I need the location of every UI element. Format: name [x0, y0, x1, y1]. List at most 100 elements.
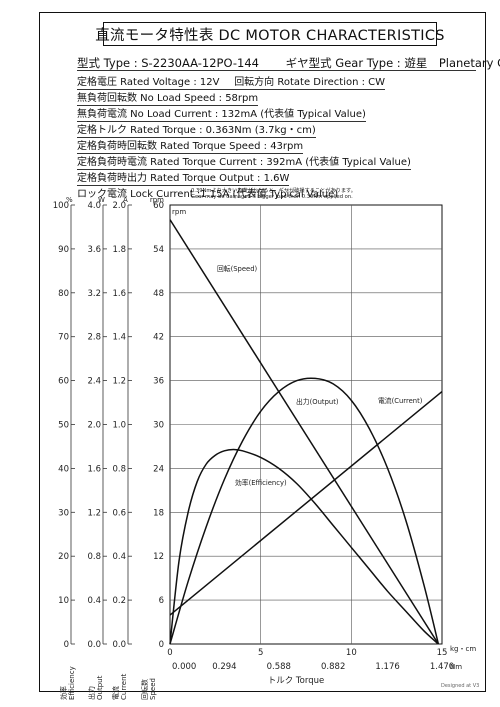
output-axis-tick-label: 1.6: [87, 464, 101, 474]
speed-axis-tick-label: 60: [153, 201, 164, 211]
spec-row-no-load-speed: 無負荷回転数 No Load Speed : 58rpm: [77, 92, 259, 106]
chart-grid: [169, 204, 443, 645]
series-line: [169, 377, 440, 645]
output-axis-tick-label: 2.0: [87, 421, 101, 431]
gear-type-label: ギヤ型式 Gear Type : 遊星 Planetary Gear: [285, 56, 500, 70]
speed-axis-tick-label: 30: [153, 421, 164, 431]
efficiency-axis-tick-label: 80: [58, 289, 69, 299]
spec-row-lock-current: ロック電流 Lock Current :1.15A (代表値 Typical V…: [77, 188, 338, 201]
rated-torque: 定格トルク Rated Torque : 0.363Nm (3.7kg・cm): [77, 125, 316, 136]
output-axis-tick-label: 0.0: [87, 640, 101, 650]
series-line: [169, 448, 439, 645]
gear-warning-jp: 0.39Nmより大きい負荷がかかると、ギヤが破損することがあります。: [191, 188, 356, 194]
speed-axis-tick-label: 48: [153, 289, 164, 299]
output-axis-tick-label: 1.2: [87, 508, 101, 518]
series-line: [169, 390, 443, 616]
current-axis-title: Current: [120, 673, 128, 700]
series-label: 回転(Speed): [217, 265, 258, 273]
x-axis-title: トルク Torque: [268, 676, 325, 686]
speed-axis-title: 回転数: [140, 679, 149, 700]
output-axis-tick-label: 3.2: [87, 289, 101, 299]
rated-torque-current: 定格負荷時電流 Rated Torque Current : 392mA (代表…: [77, 157, 411, 168]
output-axis-tick-label: 4.0: [87, 201, 101, 211]
lock-current: ロック電流 Lock Current :1.15A (代表値 Typical V…: [77, 189, 339, 200]
speed-axis-tick-label: 42: [153, 333, 164, 343]
page-title: 直流モータ特性表 DC MOTOR CHARACTERISTICS: [95, 27, 445, 44]
speed-axis-tick-label: 18: [153, 508, 164, 518]
efficiency-axis-tick-label: 20: [58, 552, 69, 562]
speed-axis-tick-label: 36: [153, 377, 164, 387]
current-axis-tick-label: 1.6: [112, 289, 126, 299]
spec-row-rated-torque: 定格トルク Rated Torque : 0.363Nm (3.7kg・cm): [77, 124, 316, 138]
output-axis-title: Output: [96, 675, 104, 700]
current-axis-tick-label: 1.0: [112, 421, 126, 431]
characteristics-sheet: [39, 12, 486, 692]
x-tick-label-nm: 1.176: [375, 662, 399, 672]
x-tick-label-nm: 0.882: [321, 662, 345, 672]
type-row: 型式 Type : S-2230AA-12PO-144 ギヤ型式 Gear Ty…: [77, 56, 500, 71]
current-axis-tick-label: 2.0: [112, 201, 126, 211]
efficiency-axis-tick-label: 50: [58, 421, 69, 431]
x-tick-label-kgcm: 0: [167, 648, 172, 658]
output-axis-unit: W: [98, 196, 105, 204]
x-unit-nm: Nm: [450, 663, 462, 671]
efficiency-axis-title: 効率: [59, 686, 68, 700]
current-axis-unit: A: [123, 196, 128, 204]
x-tick-label-kgcm: 15: [437, 648, 448, 658]
x-tick-label-kgcm: 10: [346, 648, 357, 658]
x-tick-label-nm: 0.294: [212, 662, 236, 672]
current-axis-tick-label: 1.2: [112, 377, 126, 387]
series-label: 出力(Output): [296, 397, 339, 406]
series-label: 電流(Current): [378, 396, 423, 405]
x-tick-label-nm: 0.588: [267, 662, 291, 672]
efficiency-axis-tick-label: 90: [58, 245, 69, 255]
efficiency-axis-tick-label: 10: [58, 596, 69, 606]
x-tick-label-nm: 1.470: [430, 662, 454, 672]
efficiency-axis-tick-label: 40: [58, 464, 69, 474]
current-axis-tick-label: 0.4: [112, 552, 126, 562]
chart-labels: 回転(Speed) 電流(Current) 出力(Output) 効率(Efficie…: [172, 208, 423, 487]
current-axis-tick-label: 0.6: [112, 508, 126, 518]
series-line: [169, 219, 440, 645]
output-axis-tick-label: 2.4: [87, 377, 101, 387]
current-axis-tick-label: 0.8: [112, 464, 126, 474]
chart-series: [169, 219, 443, 645]
gear-warning-en: Gear may be damaged if bigger load than …: [191, 194, 353, 200]
x-tick-label-nm: 0.000: [172, 662, 196, 672]
speed-axis-tick-label: 24: [153, 464, 164, 474]
spec-row-voltage: 定格電圧 Rated Voltage : 12V 回転方向 Rotate Dir…: [77, 76, 386, 90]
no-load-speed: 無負荷回転数 No Load Speed : 58rpm: [77, 93, 259, 104]
current-axis-tick-label: 1.4: [112, 333, 126, 343]
speed-axis-tick-label: 12: [153, 552, 164, 562]
current-axis-tick-label: 1.8: [112, 245, 126, 255]
output-axis-tick-label: 3.6: [87, 245, 101, 255]
no-load-current: 無負荷電流 No Load Current : 132mA (代表値 Typic…: [77, 109, 366, 120]
output-axis-tick-label: 0.4: [87, 596, 101, 606]
output-axis-tick-label: 0.8: [87, 552, 101, 562]
output-axis-title: 出力: [87, 686, 96, 700]
efficiency-axis-tick-label: 60: [58, 377, 69, 387]
designed-by: Designed at V3: [441, 683, 480, 689]
spec-row-rated-torque-current: 定格負荷時電流 Rated Torque Current : 392mA (代表…: [77, 156, 411, 170]
efficiency-axis-unit: %: [66, 196, 73, 204]
type-label: 型式 Type : S-2230AA-12PO-144: [77, 56, 259, 70]
speed-axis-title: Speed: [149, 678, 157, 700]
current-axis-tick-label: 0.0: [112, 640, 126, 650]
rotate-direction: 回転方向 Rotate Direction : CW: [234, 77, 386, 88]
efficiency-axis-title: Efficiency: [68, 666, 76, 700]
speed-axis-unit: rpm: [150, 196, 164, 204]
speed-axis-tick-label: 6: [159, 596, 164, 606]
spec-row-rated-torque-speed: 定格負荷時回転数 Rated Torque Speed : 43rpm: [77, 140, 304, 154]
rated-torque-speed: 定格負荷時回転数 Rated Torque Speed : 43rpm: [77, 141, 304, 152]
efficiency-axis-tick-label: 0: [64, 640, 69, 650]
efficiency-axis-tick-label: 30: [58, 508, 69, 518]
speed-axis-tick-label: 54: [153, 245, 164, 255]
spec-row-rated-torque-output: 定格負荷時出力 Rated Torque Output : 1.6W: [77, 172, 290, 186]
rated-voltage: 定格電圧 Rated Voltage : 12V: [77, 77, 220, 88]
rated-torque-output: 定格負荷時出力 Rated Torque Output : 1.6W: [77, 173, 290, 184]
efficiency-axis-tick-label: 100: [53, 201, 69, 211]
title-box: 直流モータ特性表 DC MOTOR CHARACTERISTICS: [95, 22, 444, 46]
spec-row-no-load-current: 無負荷電流 No Load Current : 132mA (代表値 Typic…: [77, 108, 366, 122]
